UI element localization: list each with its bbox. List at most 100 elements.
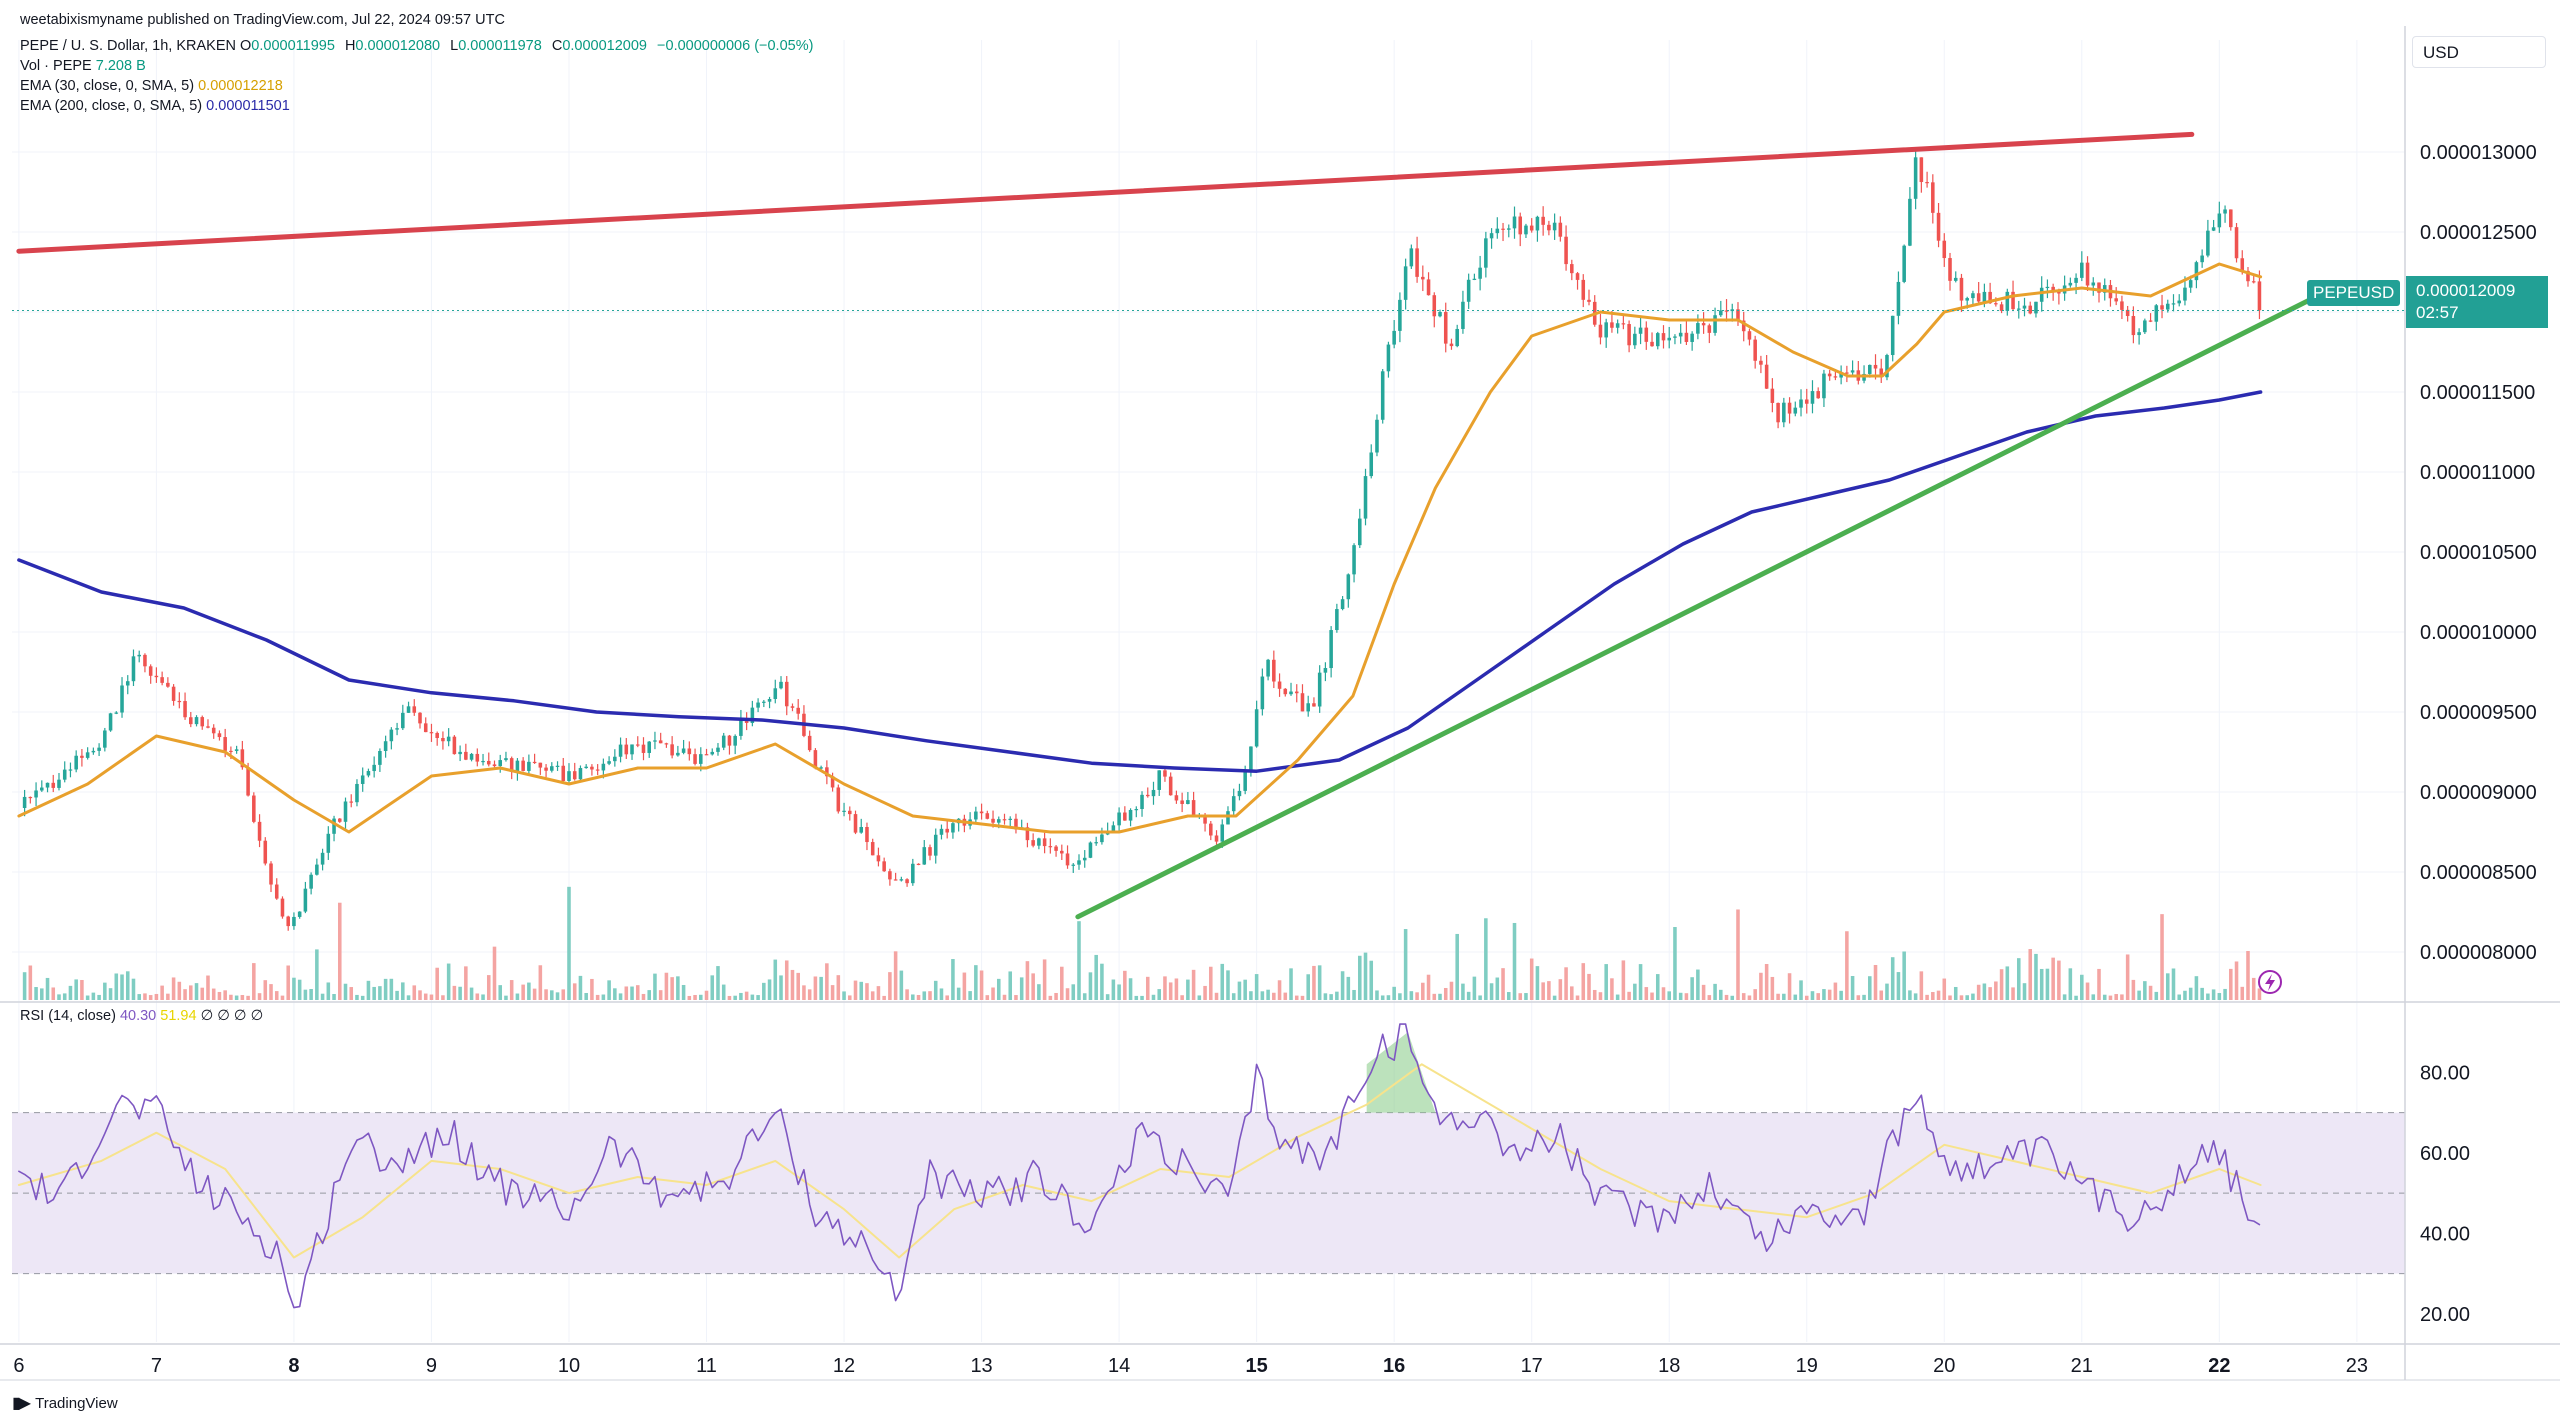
volume-bar — [1879, 990, 1884, 1000]
volume-bar — [813, 976, 818, 1000]
ema30-line — [17, 262, 2263, 834]
candle-body — [2051, 286, 2055, 292]
volume-bar — [429, 994, 434, 1000]
volume-bar — [1782, 993, 1786, 1000]
candle-body — [1868, 364, 1872, 374]
tradingview-logo[interactable]: ▮▶ TradingView — [12, 1393, 118, 1413]
candle-body — [469, 753, 474, 760]
candle-body — [1358, 518, 1362, 546]
volume-bar — [1111, 979, 1116, 1000]
volume-bar — [1037, 984, 1041, 1000]
volume-bar — [309, 989, 313, 1000]
volume-bar — [280, 995, 285, 1000]
price-tick-label: 0.000011000 — [2420, 462, 2535, 484]
candle-body — [389, 729, 394, 742]
candle-body — [991, 818, 995, 823]
volume-bar — [699, 994, 703, 1000]
volume-bar — [418, 990, 422, 1000]
candle-body — [1696, 323, 1700, 334]
candle-body — [2183, 287, 2187, 301]
volume-bar — [1226, 970, 1230, 1000]
volume-bar — [206, 975, 210, 1000]
candle-body — [406, 706, 411, 713]
volume-bar — [1231, 993, 1236, 1000]
candle-body — [1552, 222, 1557, 231]
volume-bar — [1352, 989, 1356, 1000]
candle-body — [154, 675, 159, 678]
volume-bar — [366, 980, 371, 1000]
candle-body — [114, 712, 119, 714]
volume-bar — [1615, 994, 1620, 1000]
price-tick-label: 0.000008000 — [2420, 942, 2537, 964]
volume-bar — [773, 959, 778, 1000]
candle-body — [1432, 295, 1437, 317]
candle-body — [1140, 794, 1144, 810]
volume-bar — [1340, 971, 1345, 1000]
volume-bar — [607, 980, 611, 1000]
candle-body — [1031, 840, 1035, 846]
volume-bar — [1535, 966, 1540, 1000]
candle-body — [120, 685, 124, 713]
candle-body — [1684, 332, 1689, 342]
publisher-line: weetabixismyname published on TradingVie… — [20, 12, 505, 28]
currency-selector[interactable]: USD — [2412, 36, 2546, 68]
volume-bar — [1793, 994, 1798, 1000]
volume-bar — [1461, 983, 1465, 1000]
rsi-label: RSI (14, close) — [20, 1008, 116, 1024]
candle-body — [590, 766, 594, 770]
candles[interactable] — [22, 147, 2262, 931]
volume-bar — [229, 994, 233, 1000]
candle-body — [1426, 279, 1431, 296]
candle-body — [395, 728, 399, 730]
time-tick-label: 10 — [558, 1355, 580, 1377]
rsi-pane[interactable] — [12, 1023, 2405, 1309]
volume-bar — [1272, 992, 1276, 1000]
volume-bar — [423, 993, 428, 1000]
volume-bar — [68, 985, 73, 1000]
candle-body — [1994, 303, 1998, 305]
volume-bar — [893, 951, 898, 1000]
volume-bar — [1845, 931, 1849, 1000]
candle-body — [595, 769, 600, 771]
candle-body — [2223, 209, 2227, 214]
candle-body — [458, 751, 462, 755]
time-tick-label: 16 — [1383, 1355, 1405, 1377]
candle-body — [721, 735, 726, 748]
volume-bar — [97, 994, 101, 1000]
candle-body — [658, 740, 663, 744]
volume-bar — [498, 985, 503, 1000]
candle-body — [492, 764, 497, 767]
candle-body — [229, 750, 233, 753]
candle-body — [853, 814, 858, 833]
volume-bar — [1822, 989, 1826, 1000]
volume-bar — [2102, 994, 2107, 1000]
candle-body — [1535, 216, 1540, 231]
volume-legend-row: Vol · PEPE 7.208 B — [20, 56, 813, 76]
volume-bar — [1002, 994, 1007, 1000]
candle-body — [1461, 301, 1465, 329]
volume-bar — [1220, 963, 1225, 1000]
volume-bar — [166, 993, 170, 1000]
candle-body — [332, 818, 336, 834]
candle-body — [807, 735, 812, 751]
volume-bar — [62, 993, 67, 1000]
volume-bar — [561, 989, 566, 1000]
volume-bar — [790, 969, 795, 1000]
axes[interactable] — [0, 26, 2560, 1381]
volume-bar — [1587, 973, 1591, 1000]
candle-body — [1988, 291, 1992, 304]
volume-bar — [1919, 971, 1924, 1000]
volume-bar — [1512, 922, 1517, 1000]
candle-body — [349, 801, 354, 803]
candle-body — [2016, 308, 2021, 310]
volume-bar — [1524, 993, 1528, 1000]
candle-body — [572, 771, 577, 780]
volume-bar — [1604, 964, 1608, 1000]
volume-bar — [372, 986, 376, 1000]
low-value: 0.000011978 — [458, 38, 542, 54]
volume-bar — [1260, 991, 1265, 1000]
volume-bar — [951, 959, 955, 1000]
volume-bar — [1913, 993, 1918, 1000]
volume-bar — [360, 995, 365, 1000]
